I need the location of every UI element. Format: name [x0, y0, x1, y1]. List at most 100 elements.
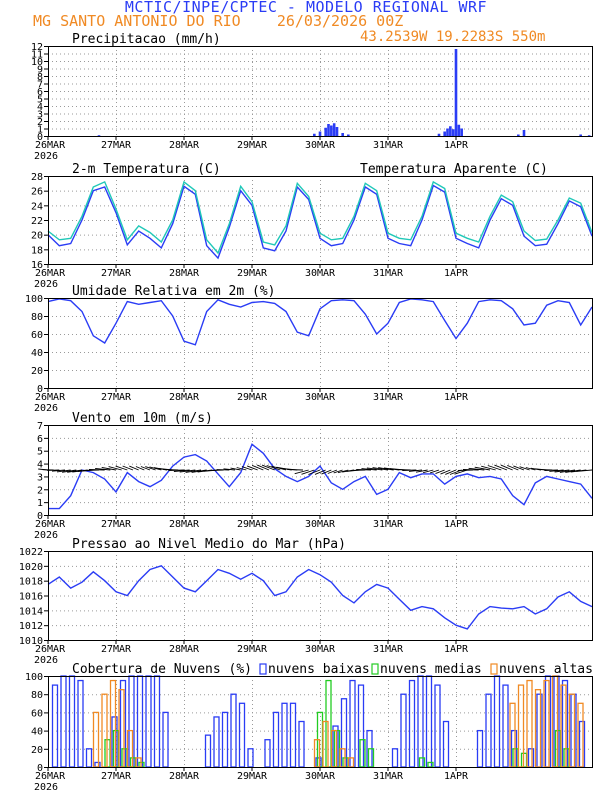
precip-bar — [437, 133, 441, 136]
x-tick-label: 28MAR — [169, 771, 200, 782]
y-tick-label: 8 — [37, 72, 43, 83]
wind-arrow — [494, 464, 508, 471]
x-year-label: 2026 — [34, 655, 58, 666]
precip-bar — [313, 133, 316, 136]
precip-bar — [341, 133, 344, 136]
cloud-bar — [367, 748, 375, 768]
cloud-bar — [534, 689, 542, 768]
cloud-bar — [357, 684, 365, 768]
series-line — [47, 184, 593, 260]
precip-bar — [443, 131, 446, 136]
x-tick-label: 1APR — [444, 268, 469, 279]
cloud-bar — [153, 675, 161, 768]
precip-bar — [97, 135, 101, 136]
wind-arrow — [422, 469, 434, 474]
wind-arrow — [576, 469, 593, 472]
cloud-bar — [536, 693, 543, 768]
cloud-bar — [493, 675, 501, 768]
y-tick-label: 5 — [37, 447, 43, 458]
cloud-bar — [442, 720, 450, 768]
precip-bar — [347, 134, 350, 136]
wind-arrow — [513, 465, 525, 471]
y-tick-label: 10 — [31, 57, 43, 68]
cloud-bar — [85, 748, 93, 768]
legend-swatch — [259, 663, 267, 675]
wind-arrow — [525, 467, 536, 471]
y-tick-label: 80 — [31, 312, 43, 323]
precip-bar — [330, 125, 333, 136]
y-tick-label: 1022 — [19, 547, 43, 558]
y-tick-label: 2 — [37, 485, 43, 496]
wind-arrow — [435, 469, 445, 475]
x-tick-label: 30MAR — [305, 644, 336, 655]
wind-arrow — [115, 465, 128, 471]
location-title: MG SANTO ANTONIO DO RIO 26/03/2026 00Z — [33, 12, 404, 30]
precip-bar — [579, 134, 582, 136]
wind-arrow — [481, 465, 496, 471]
y-tick-label: 1 — [37, 498, 43, 509]
wind-arrow — [445, 469, 457, 475]
wind-arrow — [95, 467, 111, 471]
precip-bar — [457, 124, 461, 136]
y-tick-label: 0 — [37, 511, 43, 522]
series-line — [47, 180, 593, 255]
wind-arrow — [252, 464, 264, 471]
y-tick-label: 1018 — [19, 577, 43, 588]
panel-frame — [48, 46, 593, 137]
wind-arrow — [108, 466, 122, 471]
y-tick-label: 4 — [37, 460, 43, 471]
wind-arrow — [241, 466, 253, 471]
x-tick-label: 31MAR — [373, 392, 404, 403]
y-tick-label: 0 — [37, 132, 43, 143]
y-tick-label: 1 — [37, 125, 43, 136]
y-tick-label: 6 — [37, 434, 43, 445]
y-tick-label: 3 — [37, 110, 43, 121]
cloud-bar — [315, 757, 322, 768]
wind-arrow — [402, 469, 417, 471]
x-tick-label: 29MAR — [237, 268, 268, 279]
wind-arrow — [487, 465, 502, 471]
precip-bar — [587, 135, 591, 136]
x-tick-label: 29MAR — [237, 140, 268, 151]
x-tick-label: 30MAR — [305, 140, 336, 151]
series-line — [47, 298, 593, 346]
wind-arrow — [140, 466, 151, 471]
wind-arrow — [372, 467, 389, 471]
cloud-bar — [434, 684, 441, 768]
x-tick-label: 26MAR — [35, 268, 66, 279]
x-year-label: 2026 — [34, 279, 58, 290]
wind-arrow — [56, 469, 71, 473]
legend-label: Temperatura Aparente (C) — [360, 162, 548, 177]
y-tick-label: 60 — [31, 708, 43, 719]
cloud-bar — [408, 679, 416, 768]
cloud-bar — [60, 675, 67, 768]
wind-arrow — [246, 465, 258, 471]
y-tick-label: 40 — [31, 727, 43, 738]
wind-arrow — [361, 468, 377, 471]
panel-title: Cobertura de Nuvens (%) — [72, 662, 252, 677]
x-tick-label: 30MAR — [305, 771, 336, 782]
cloud-bar — [417, 675, 424, 768]
cloud-bar — [264, 739, 271, 768]
y-tick-label: 80 — [31, 690, 43, 701]
wind-arrow — [294, 469, 309, 475]
y-tick-label: 100 — [25, 294, 43, 305]
legend-swatch — [371, 663, 379, 675]
cloud-bar — [77, 679, 84, 768]
y-tick-label: 1010 — [19, 636, 43, 647]
cloud-bar — [427, 761, 434, 768]
x-tick-label: 30MAR — [305, 392, 336, 403]
cloud-bar — [92, 711, 100, 768]
y-tick-label: 1012 — [19, 621, 43, 632]
precip-bar — [318, 131, 322, 136]
wind-arrow — [327, 469, 338, 474]
x-tick-label: 28MAR — [169, 644, 200, 655]
cloud-bar — [526, 679, 533, 768]
panel-title: 2-m Temperatura (C) — [72, 162, 221, 177]
cloud-bar — [578, 720, 586, 768]
cloud-bar — [359, 739, 366, 768]
cloud-bar — [340, 698, 348, 768]
y-tick-label: 0 — [37, 763, 43, 774]
x-tick-label: 27MAR — [101, 392, 132, 403]
wind-arrow — [565, 469, 581, 473]
